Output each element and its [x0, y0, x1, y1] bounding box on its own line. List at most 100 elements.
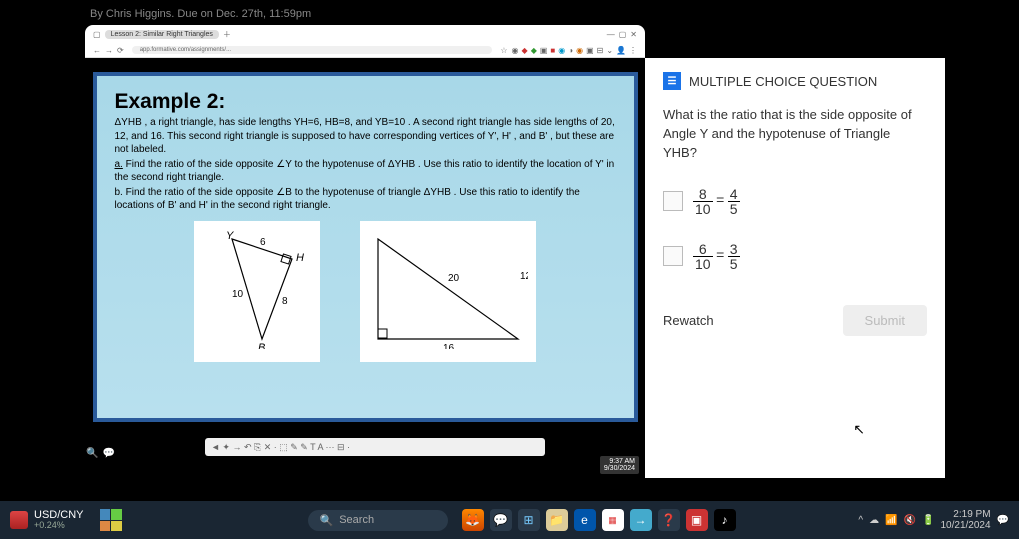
new-tab-button[interactable]: ＋: [223, 29, 231, 40]
taskbar-apps: 🦊 💬 ⊞ 📁 e ▦ → ❓ ▣ ♪: [462, 509, 736, 531]
reload-icon[interactable]: ⟳: [117, 46, 124, 55]
question-type-icon: ☰: [663, 72, 681, 90]
ticker-text: USD/CNY +0.24%: [34, 509, 84, 531]
frac-n: 4: [728, 187, 740, 202]
tray-icon[interactable]: ☁: [869, 515, 879, 526]
star-icon[interactable]: ☆: [500, 46, 507, 55]
tool-icon[interactable]: 🔍: [86, 448, 98, 459]
ext-icon[interactable]: ◆: [522, 46, 528, 55]
app-icon[interactable]: 📁: [546, 509, 568, 531]
app-icon[interactable]: e: [574, 509, 596, 531]
video-pane: Example 2: ΔYHB , a right triangle, has …: [85, 58, 645, 478]
vertex-b: B: [258, 342, 265, 349]
ext-icon[interactable]: ⊟: [597, 46, 604, 55]
ticker-icon: [10, 511, 28, 529]
volume-icon[interactable]: 🔇: [904, 515, 916, 526]
frac-d: 5: [728, 202, 740, 216]
app-icon[interactable]: ❓: [658, 509, 680, 531]
app-icon[interactable]: ⊞: [518, 509, 540, 531]
window-max-icon[interactable]: ▢: [619, 30, 627, 39]
question-text: What is the ratio that is the side oppos…: [663, 106, 927, 163]
frac-n: 3: [728, 242, 740, 257]
action-row: Rewatch Submit: [663, 305, 927, 336]
tray-chevron-icon[interactable]: ^: [858, 515, 863, 526]
window-min-icon[interactable]: —: [607, 30, 615, 39]
cursor-icon: ↖: [853, 421, 865, 438]
stock-ticker[interactable]: USD/CNY +0.24%: [10, 509, 84, 531]
side-yh: 6: [260, 237, 266, 248]
side-a: 12: [520, 271, 528, 282]
taskbar-search[interactable]: 🔍 Search: [308, 510, 448, 531]
app-icon[interactable]: ▣: [686, 509, 708, 531]
browser-address-bar: ← → ⟳ app.formative.com/assignments/... …: [85, 43, 645, 58]
frac-n: 8: [693, 187, 713, 202]
submit-button[interactable]: Submit: [843, 305, 927, 336]
notifications-icon[interactable]: 💬: [997, 515, 1009, 526]
slide-title: Example 2:: [115, 90, 616, 114]
text-a: Find the ratio of the side opposite ∠Y t…: [115, 159, 615, 184]
app-icon[interactable]: 🦊: [462, 509, 484, 531]
ext-icon[interactable]: ◑: [568, 46, 573, 55]
tool-icon[interactable]: 💬: [102, 448, 114, 459]
start-button[interactable]: [100, 509, 122, 531]
ext-icon[interactable]: ■: [550, 46, 555, 55]
checkbox[interactable]: [663, 191, 683, 211]
ticker-change: +0.24%: [34, 521, 84, 531]
ext-icon[interactable]: ▣: [586, 46, 594, 55]
choice-1-label: 810 = 45: [693, 187, 740, 216]
browser-tab[interactable]: Lesson 2: Similar Right Triangles: [105, 30, 219, 39]
ext-icon[interactable]: ◉: [512, 46, 519, 55]
nav-square-icon[interactable]: ▢: [93, 30, 101, 39]
ext-icon[interactable]: 👤: [616, 46, 626, 55]
forward-icon[interactable]: →: [105, 46, 113, 55]
window-close-icon[interactable]: ✕: [630, 30, 637, 39]
ext-icon[interactable]: ⌄: [606, 46, 613, 55]
vertex-y: Y: [226, 230, 234, 242]
choice-2[interactable]: 610 = 35: [663, 238, 927, 275]
video-controls[interactable]: ◄ ✦ → ↶ ⎘ ✕ · ⬚ ✎ ✎ T A ··· ⊟ ·: [205, 438, 545, 456]
side-yb: 10: [232, 289, 244, 300]
triangle-1: Y H B 6 8 10: [194, 221, 320, 362]
url-field[interactable]: app.formative.com/assignments/...: [132, 46, 493, 54]
battery-icon[interactable]: 🔋: [922, 515, 934, 526]
diagrams: Y H B 6 8 10 20 16 12: [115, 221, 616, 362]
vertex-h: H: [296, 252, 304, 264]
app-icon[interactable]: 💬: [490, 509, 512, 531]
question-pane: ☰ MULTIPLE CHOICE QUESTION What is the r…: [645, 58, 945, 478]
app-icon[interactable]: ♪: [714, 509, 736, 531]
main-content: Example 2: ΔYHB , a right triangle, has …: [85, 58, 945, 478]
slide-item-b: b. Find the ratio of the side opposite ∠…: [115, 186, 616, 213]
choice-1[interactable]: 810 = 45: [663, 183, 927, 220]
back-icon[interactable]: ←: [93, 46, 101, 55]
ext-icon[interactable]: ▣: [540, 46, 548, 55]
app-icon[interactable]: ▦: [602, 509, 624, 531]
ext-icon[interactable]: ◉: [558, 46, 565, 55]
rewatch-button[interactable]: Rewatch: [663, 313, 714, 328]
frac-d: 5: [728, 257, 740, 271]
frac-d: 10: [693, 202, 713, 216]
video-timestamp-overlay: 9:37 AM 9/30/2024: [600, 456, 639, 474]
extension-icons: ◉ ◆ ◆ ▣ ■ ◉ ◑ ◉ ▣ ⊟ ⌄ 👤 ⋮: [512, 46, 637, 55]
app-icon[interactable]: →: [630, 509, 652, 531]
system-tray: ^ ☁ 📶 🔇 🔋 2:19 PM 10/21/2024 💬: [858, 509, 1009, 531]
control-icons[interactable]: ◄ ✦ → ↶ ⎘ ✕ · ⬚ ✎ ✎ T A ··· ⊟ ·: [211, 442, 350, 453]
browser-tab-bar: ▢ Lesson 2: Similar Right Triangles ＋ — …: [85, 25, 645, 43]
wifi-icon[interactable]: 📶: [885, 515, 897, 526]
eq: =: [716, 191, 724, 207]
text-b: Find the ratio of the side opposite ∠B t…: [115, 187, 580, 212]
checkbox[interactable]: [663, 246, 683, 266]
frac-d: 10: [693, 257, 713, 271]
slide-intro: ΔYHB , a right triangle, has side length…: [115, 116, 616, 157]
ext-icon[interactable]: ◆: [531, 46, 537, 55]
question-header: ☰ MULTIPLE CHOICE QUESTION: [663, 72, 927, 90]
overlay-date: 9/30/2024: [604, 465, 635, 472]
clock[interactable]: 2:19 PM 10/21/2024: [940, 509, 990, 531]
overlay-time: 9:37 AM: [604, 458, 635, 465]
side-c: 20: [448, 273, 460, 284]
eq: =: [716, 246, 724, 262]
ext-icon[interactable]: ◉: [576, 46, 583, 55]
triangle-2: 20 16 12: [360, 221, 536, 362]
assignment-header: By Chris Higgins. Due on Dec. 27th, 11:5…: [90, 8, 311, 20]
taskbar: USD/CNY +0.24% 🔍 Search 🦊 💬 ⊞ 📁 e ▦ → ❓ …: [0, 501, 1019, 539]
menu-icon[interactable]: ⋮: [629, 46, 637, 55]
